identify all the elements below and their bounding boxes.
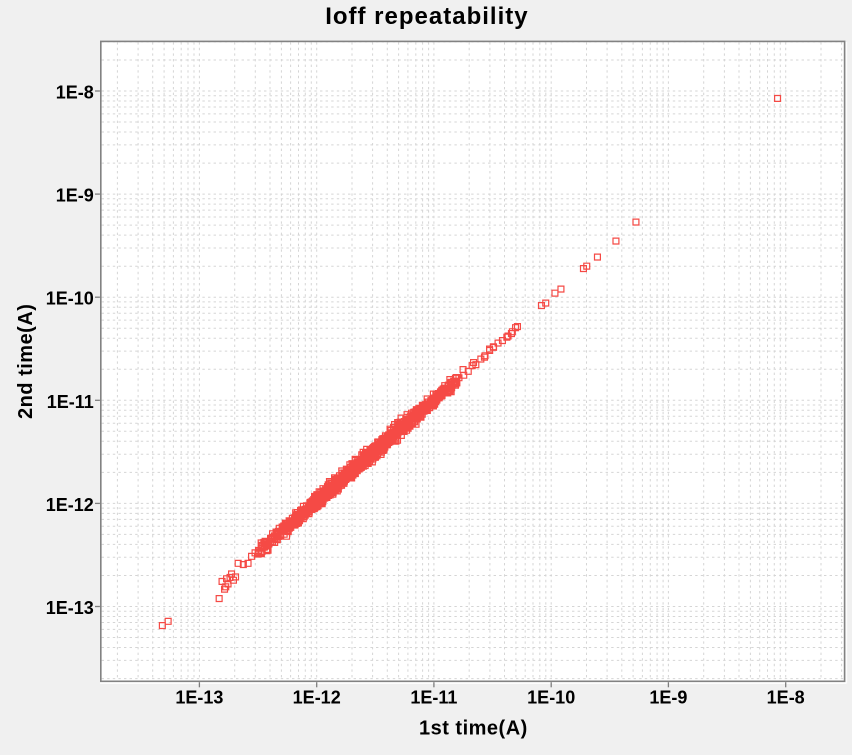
svg-text:1E-11: 1E-11 (410, 688, 457, 708)
svg-text:1E-13: 1E-13 (175, 688, 223, 708)
svg-text:1E-8: 1E-8 (767, 688, 805, 708)
svg-text:1E-11: 1E-11 (47, 392, 94, 412)
svg-text:1st time(A): 1st time(A) (419, 718, 528, 740)
svg-text:1E-10: 1E-10 (46, 289, 94, 309)
svg-text:Ioff repeatability: Ioff repeatability (325, 3, 528, 30)
svg-text:1E-8: 1E-8 (56, 83, 94, 103)
svg-text:1E-12: 1E-12 (293, 688, 341, 708)
svg-text:1E-12: 1E-12 (46, 495, 94, 515)
svg-text:1E-10: 1E-10 (527, 688, 575, 708)
svg-text:1E-13: 1E-13 (46, 598, 94, 618)
svg-text:1E-9: 1E-9 (649, 688, 687, 708)
svg-text:2nd time(A): 2nd time(A) (15, 304, 37, 420)
svg-text:1E-9: 1E-9 (56, 186, 94, 206)
